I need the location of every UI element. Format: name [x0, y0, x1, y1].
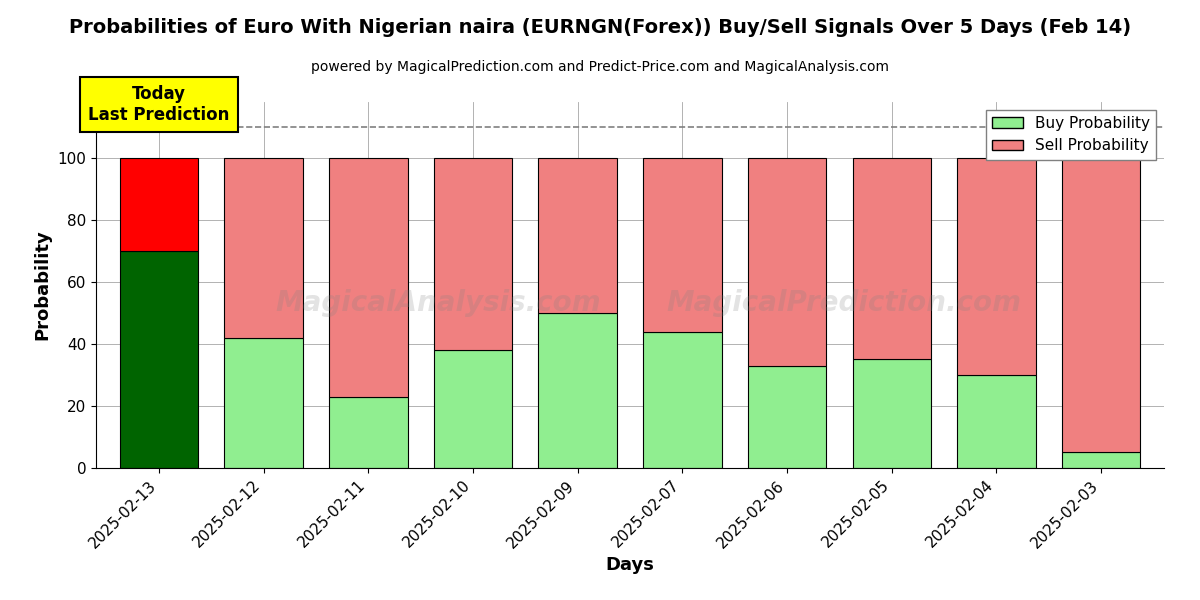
Bar: [329, 158, 408, 397]
Bar: [958, 375, 1036, 468]
Legend: Buy Probability, Sell Probability: Buy Probability, Sell Probability: [986, 110, 1157, 160]
Y-axis label: Probability: Probability: [34, 230, 52, 340]
Bar: [958, 158, 1036, 375]
Bar: [433, 350, 512, 468]
Bar: [1062, 158, 1140, 452]
Text: Today
Last Prediction: Today Last Prediction: [88, 85, 229, 124]
Bar: [224, 158, 302, 338]
Bar: [1062, 452, 1140, 468]
Text: MagicalPrediction.com: MagicalPrediction.com: [666, 289, 1021, 317]
Bar: [433, 158, 512, 350]
Bar: [748, 158, 827, 365]
Bar: [852, 158, 931, 359]
X-axis label: Days: Days: [606, 556, 654, 574]
Bar: [539, 158, 617, 313]
Bar: [852, 359, 931, 468]
Text: Probabilities of Euro With Nigerian naira (EURNGN(Forex)) Buy/Sell Signals Over : Probabilities of Euro With Nigerian nair…: [68, 18, 1132, 37]
Bar: [120, 158, 198, 251]
Bar: [224, 338, 302, 468]
Bar: [643, 158, 721, 332]
Bar: [539, 313, 617, 468]
Bar: [120, 251, 198, 468]
Text: powered by MagicalPrediction.com and Predict-Price.com and MagicalAnalysis.com: powered by MagicalPrediction.com and Pre…: [311, 60, 889, 74]
Bar: [643, 332, 721, 468]
Bar: [748, 365, 827, 468]
Text: MagicalAnalysis.com: MagicalAnalysis.com: [275, 289, 600, 317]
Bar: [329, 397, 408, 468]
